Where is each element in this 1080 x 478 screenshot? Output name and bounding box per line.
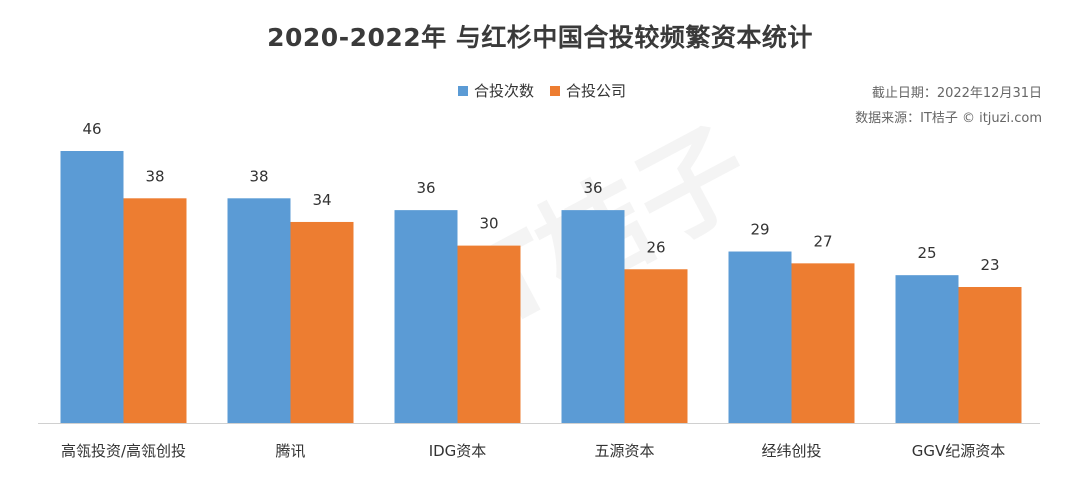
- data-label-2-6: 23: [980, 256, 999, 274]
- cutoff-date-note: 截止日期：2022年12月31日: [871, 86, 1042, 101]
- legend-swatch-series-1: [458, 85, 468, 96]
- bar-1-6: [895, 275, 959, 423]
- data-label-1-6: 25: [917, 244, 936, 262]
- bar-2-4: [624, 269, 688, 423]
- bar-2-6: [958, 287, 1022, 423]
- data-source-note: 数据来源：IT桔子 © itjuzi.com: [855, 111, 1042, 126]
- legend: 合投次数 合投公司: [458, 80, 642, 101]
- x-tick-label-3: IDG资本: [429, 442, 487, 460]
- x-tick-label-6: GGV纪源资本: [912, 442, 1006, 460]
- legend-swatch-series-2: [550, 85, 561, 96]
- data-label-1-1: 46: [82, 120, 101, 138]
- bar-1-4: [561, 210, 625, 423]
- data-label-2-2: 34: [312, 191, 331, 209]
- data-label-2-4: 26: [646, 238, 665, 256]
- x-tick-label-2: 腾讯: [275, 442, 305, 460]
- bar-2-5: [791, 263, 855, 423]
- x-tick-label-1: 高瓴投资/高瓴创投: [61, 442, 186, 460]
- bar-1-5: [728, 251, 792, 423]
- data-label-1-3: 36: [416, 179, 435, 197]
- legend-item-series-2: 合投公司: [550, 80, 626, 101]
- x-tick-label-4: 五源资本: [594, 442, 654, 460]
- data-label-1-5: 29: [750, 221, 769, 239]
- legend-label-series-1: 合投次数: [474, 82, 535, 100]
- bar-2-1: [123, 198, 187, 423]
- legend-item-series-1: 合投次数: [458, 80, 534, 101]
- data-label-2-1: 38: [145, 167, 164, 185]
- bar-2-3: [457, 245, 521, 423]
- bar-1-3: [394, 210, 458, 423]
- bar-1-1: [60, 151, 124, 423]
- bar-1-2: [227, 198, 291, 423]
- data-label-1-2: 38: [249, 167, 268, 185]
- legend-label-series-2: 合投公司: [566, 82, 627, 100]
- bar-2-2: [290, 221, 354, 423]
- x-tick-label-5: 经纬创投: [761, 442, 821, 460]
- data-label-2-3: 30: [479, 215, 498, 233]
- chart-title: 2020-2022年 与红杉中国合投较频繁资本统计: [267, 23, 813, 52]
- data-label-2-5: 27: [813, 232, 832, 250]
- data-label-1-4: 36: [583, 179, 602, 197]
